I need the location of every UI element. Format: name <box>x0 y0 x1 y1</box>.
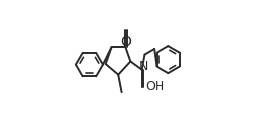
Text: O: O <box>120 35 131 49</box>
Text: OH: OH <box>146 80 165 93</box>
Text: N: N <box>139 60 149 73</box>
